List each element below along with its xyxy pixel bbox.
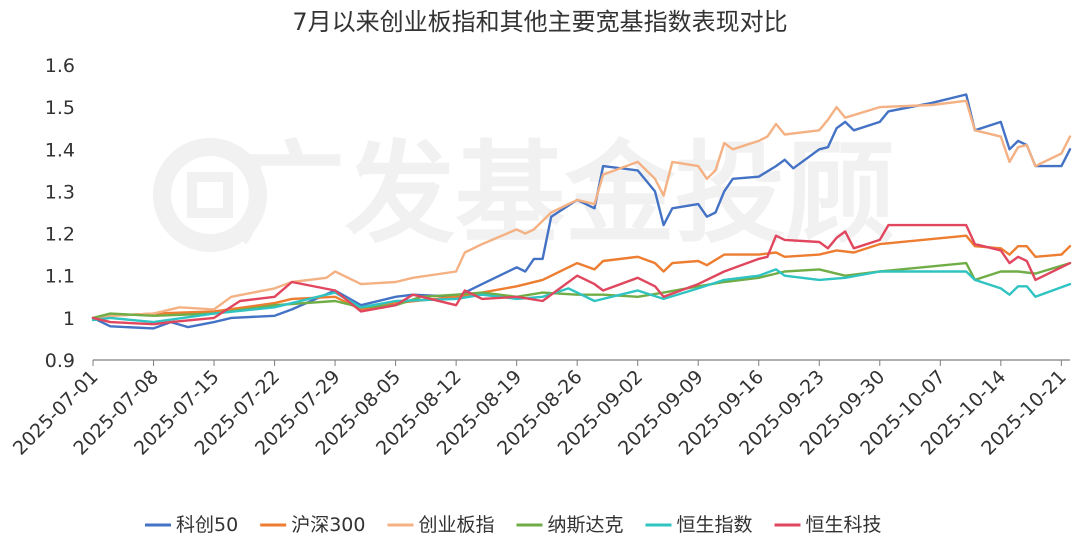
legend-label: 沪深300 — [291, 514, 365, 536]
y-tick-label: 1.6 — [45, 55, 75, 77]
y-tick-label: 1.4 — [45, 139, 75, 161]
legend-label: 科创50 — [176, 514, 238, 536]
chart-title: 7月以来创业板指和其他主要宽基指数表现对比 — [292, 8, 787, 36]
x-axis: 2025-07-012025-07-082025-07-152025-07-22… — [9, 359, 1071, 460]
y-tick-label: 1.2 — [45, 224, 75, 246]
watermark-logo-icon — [153, 138, 267, 252]
watermark-text: 广发基金投顾 — [235, 130, 895, 258]
y-tick-label: 1 — [63, 308, 75, 330]
legend-label: 恒生科技 — [806, 514, 882, 536]
series-line — [91, 99, 1072, 320]
legend-label: 创业板指 — [418, 514, 494, 536]
y-tick-label: 0.9 — [45, 350, 75, 372]
series-line — [91, 268, 1072, 324]
legend-label: 纳斯达克 — [547, 514, 623, 536]
y-axis: 0.9 1 1.1 1.2 1.3 1.4 1.5 1.6 — [45, 55, 75, 372]
y-tick-label: 1.3 — [45, 181, 75, 203]
legend-label: 恒生指数 — [676, 514, 752, 536]
plot-area — [91, 93, 1072, 330]
y-tick-label: 1.5 — [45, 97, 75, 119]
legend: 科创50 沪深300 创业板指 纳斯达克 恒生指数 恒生科技 — [145, 514, 882, 536]
series-line — [91, 223, 1072, 326]
y-tick-label: 1.1 — [45, 266, 75, 288]
